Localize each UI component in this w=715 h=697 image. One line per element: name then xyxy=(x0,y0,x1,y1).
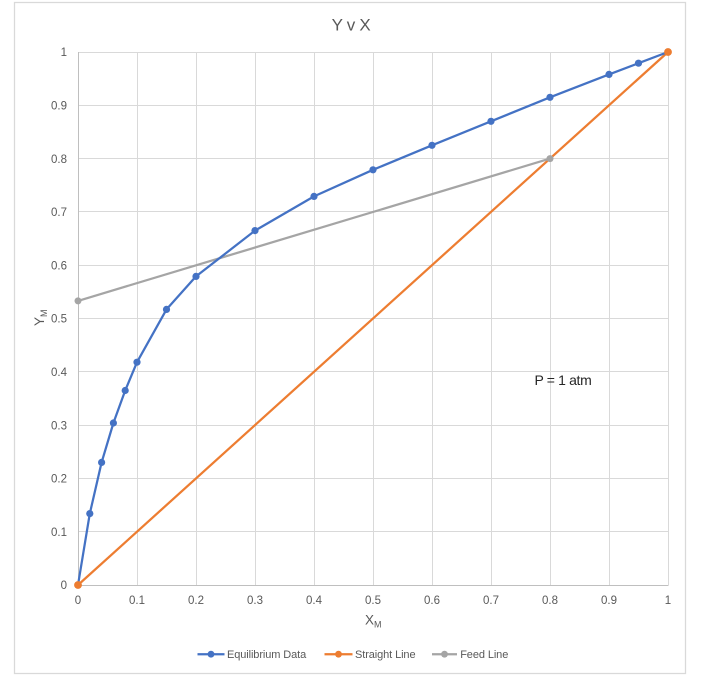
svg-text:0.3: 0.3 xyxy=(51,420,67,432)
svg-text:Feed Line: Feed Line xyxy=(460,649,508,661)
svg-text:0.9: 0.9 xyxy=(601,595,617,607)
svg-text:0.8: 0.8 xyxy=(542,595,558,607)
svg-text:0.8: 0.8 xyxy=(51,154,67,166)
svg-text:Equilibrium Data: Equilibrium Data xyxy=(227,649,307,661)
svg-text:0.7: 0.7 xyxy=(483,595,499,607)
svg-text:0.2: 0.2 xyxy=(51,474,67,486)
svg-text:1: 1 xyxy=(665,595,671,607)
svg-text:0.6: 0.6 xyxy=(424,595,440,607)
svg-text:0: 0 xyxy=(61,580,67,592)
svg-text:0.3: 0.3 xyxy=(247,595,263,607)
svg-text:P = 1 atm: P = 1 atm xyxy=(535,372,592,388)
svg-text:0.5: 0.5 xyxy=(365,595,381,607)
svg-text:0.6: 0.6 xyxy=(51,260,67,272)
svg-text:0.7: 0.7 xyxy=(51,207,67,219)
svg-text:0.4: 0.4 xyxy=(51,367,68,379)
svg-text:Y v X: Y v X xyxy=(332,16,371,35)
svg-text:0.5: 0.5 xyxy=(51,314,67,326)
svg-text:Straight Line: Straight Line xyxy=(355,649,415,661)
svg-text:0.1: 0.1 xyxy=(129,595,145,607)
svg-text:0.2: 0.2 xyxy=(188,595,204,607)
svg-text:0.1: 0.1 xyxy=(51,527,67,539)
svg-text:0.4: 0.4 xyxy=(306,595,323,607)
svg-text:1: 1 xyxy=(61,47,67,59)
svg-text:0: 0 xyxy=(75,595,81,607)
svg-text:0.9: 0.9 xyxy=(51,101,67,113)
